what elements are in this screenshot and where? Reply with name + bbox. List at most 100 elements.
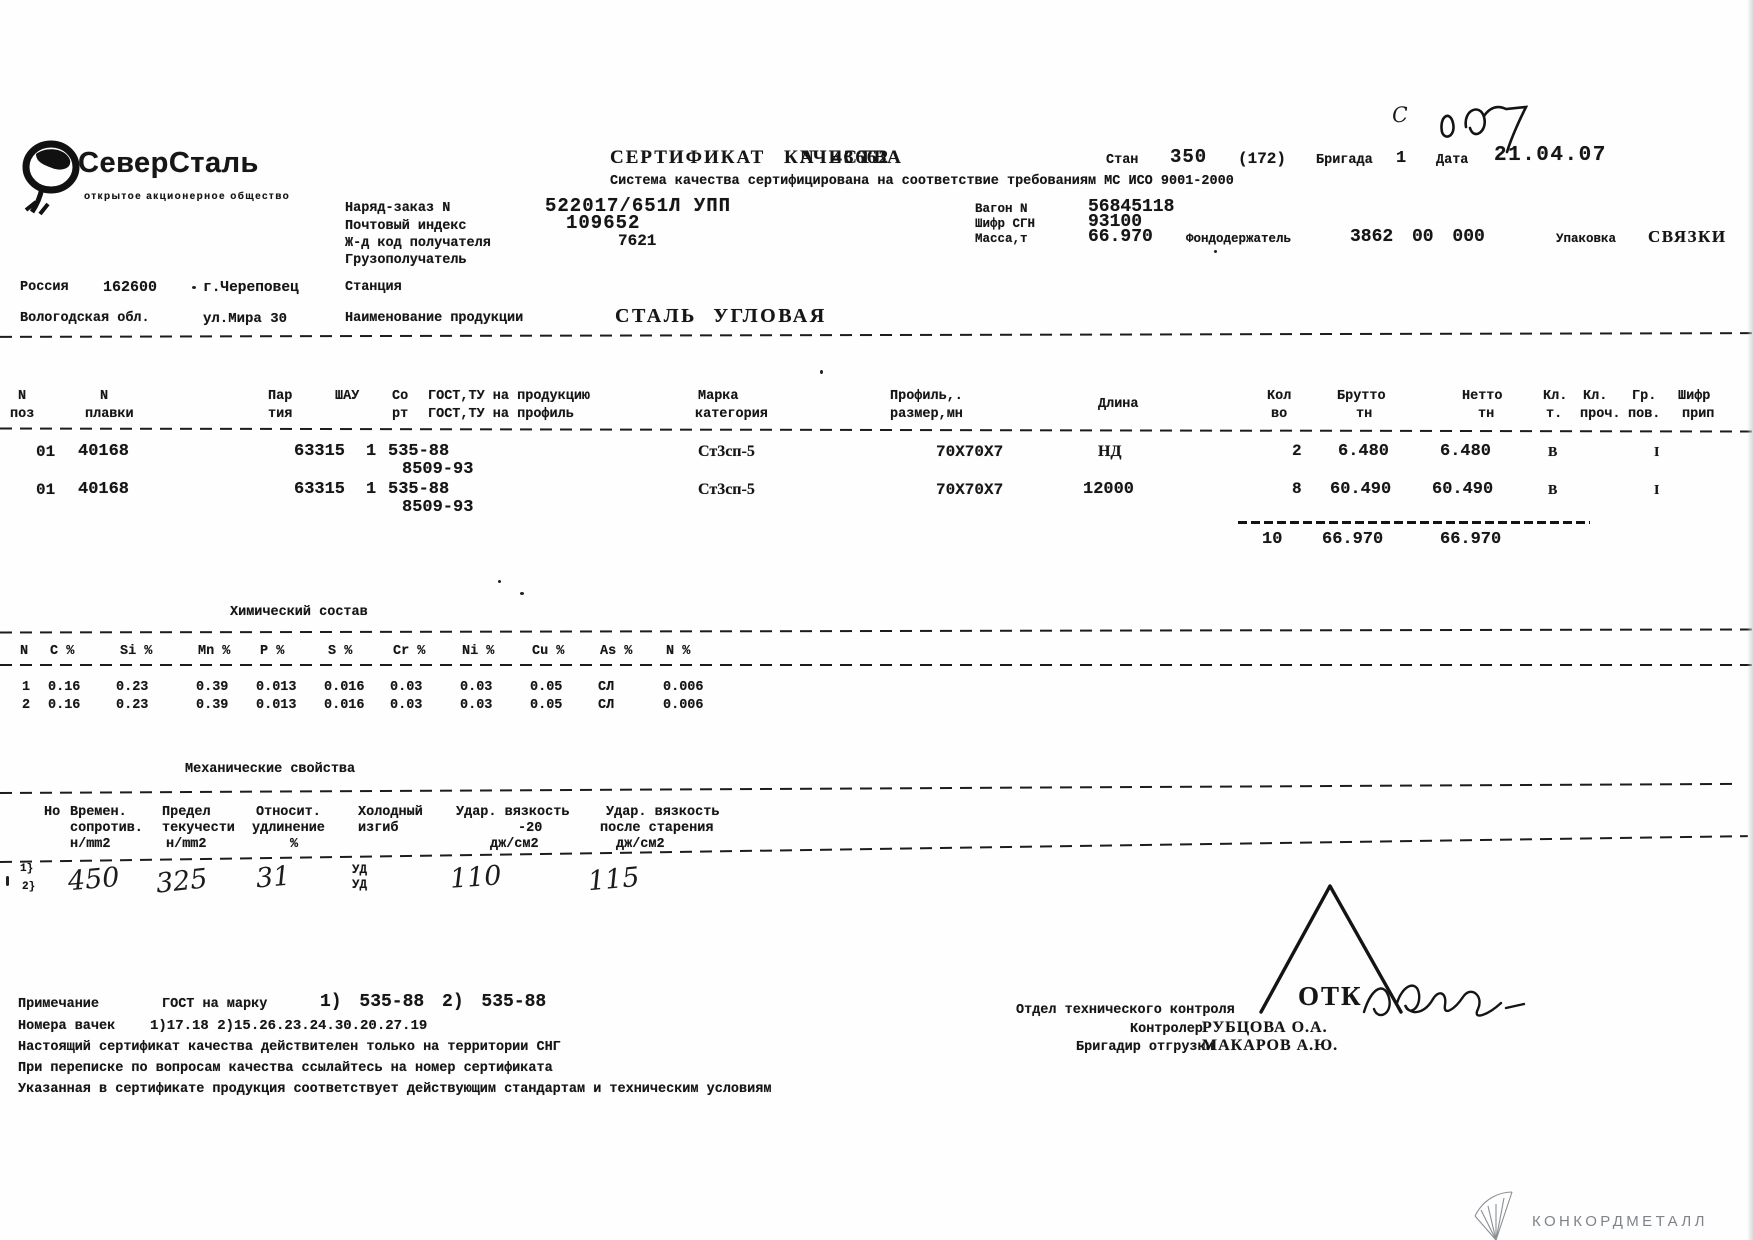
r1-sort: 1 <box>366 442 377 461</box>
mech-yield-value: 325 <box>154 863 209 900</box>
r1-qty: 2 <box>1292 442 1302 460</box>
chem-r2-9: СЛ <box>598 698 615 713</box>
r1-length: НД <box>1098 443 1122 460</box>
divider-top <box>0 332 1754 338</box>
r2-sort: 1 <box>366 480 377 499</box>
r2-length: 12000 <box>1083 480 1135 499</box>
total-gross: 66.970 <box>1322 530 1384 549</box>
wagon-label: Вагон N <box>975 202 1028 216</box>
chem-h-8: Cu % <box>532 644 565 659</box>
sgn-label: Шифр СГН <box>975 217 1036 231</box>
col-gross-1: Брутто <box>1337 389 1386 404</box>
r2-party: 63315 <box>294 480 346 499</box>
total-net: 66.970 <box>1440 530 1502 549</box>
r2-pos: 01 <box>36 481 56 499</box>
col-party-2: тия <box>268 407 293 422</box>
severstal-logo-icon <box>22 140 80 216</box>
mech-c1-2: сопротив. <box>70 821 143 836</box>
fond-value: 3862 00 000 <box>1350 227 1485 247</box>
date-label: Дата <box>1436 153 1469 168</box>
chem-r1-5: 0.016 <box>324 680 365 695</box>
otk-stamp-triangle <box>1259 884 1403 1014</box>
controller-label: Контролер <box>1130 1022 1203 1037</box>
note-line-3: Настоящий сертификат качества действител… <box>18 1040 561 1055</box>
chem-title: Химический состав <box>230 605 368 620</box>
r2-qty: 8 <box>1292 480 1302 498</box>
order-label-2: Почтовый индекс <box>345 219 467 234</box>
iso-line: Система качества сертифицирована на соот… <box>610 174 1234 189</box>
order-value-1: 522017/651Л УПП <box>545 195 732 217</box>
col-party-1: Пар <box>268 389 293 404</box>
col-net-1: Нетто <box>1462 389 1503 404</box>
chem-r2-0: 2 <box>22 698 31 713</box>
col-melt-1: N <box>100 389 109 404</box>
wagon-value: 56845118 <box>1088 197 1175 217</box>
r1-melt: 40168 <box>78 442 130 461</box>
stan-label: Стан <box>1106 153 1139 168</box>
scan-speck <box>520 592 524 595</box>
r1-gost2: 8509-93 <box>402 460 474 479</box>
sgn-value: 93100 <box>1088 212 1143 232</box>
station-label: Станция <box>345 280 402 295</box>
scan-speck <box>498 580 501 583</box>
col-klpr-1: Кл. <box>1583 389 1608 404</box>
r2-gost1: 535-88 <box>388 480 450 499</box>
brigade-value: 1 <box>1396 149 1407 168</box>
chem-r1-8: 0.05 <box>530 680 563 695</box>
col-klt-2: т. <box>1546 407 1563 422</box>
chem-r2-8: 0.05 <box>530 698 563 713</box>
col-shau: ШАУ <box>335 389 360 404</box>
mech-c1-1: Времен. <box>70 805 127 820</box>
r1-group: I <box>1654 445 1660 460</box>
konkord-logo-icon <box>1474 1191 1513 1240</box>
chem-r2-4: 0.013 <box>256 698 297 713</box>
scan-speck <box>6 876 9 886</box>
chem-r1-2: 0.23 <box>116 680 149 695</box>
chem-h-4: P % <box>260 644 285 659</box>
r1-party: 63315 <box>294 442 346 461</box>
corner-handwritten-letter: С <box>1391 102 1409 128</box>
chem-h-1: C % <box>50 644 75 659</box>
col-sort-1: Со <box>392 389 409 404</box>
col-mark-2: категория <box>695 407 768 422</box>
street: ул.Мира 30 <box>203 311 288 327</box>
col-sort-2: рт <box>392 407 409 422</box>
col-shifr-1: Шифр <box>1678 389 1711 404</box>
chem-r1-3: 0.39 <box>196 680 229 695</box>
chem-h-0: N <box>20 644 29 659</box>
scan-speck <box>192 286 196 289</box>
chem-rule-mid <box>0 664 1754 666</box>
r1-profile: 70X70X7 <box>936 443 1004 461</box>
chem-r1-0: 1 <box>22 680 31 695</box>
mech-c5-2: -20 <box>518 821 543 836</box>
col-melt-2: плавки <box>85 407 134 422</box>
mech-c3-2: удлинение <box>252 821 325 836</box>
mech-c6-2: после старения <box>600 821 714 836</box>
fond-label: Фондодержатель <box>1186 232 1292 246</box>
mech-c6-1: Удар. вязкость <box>606 805 720 820</box>
mech-bend-1: УД <box>352 863 368 877</box>
col-gost-2: ГОСТ,ТУ на профиль <box>428 407 574 422</box>
logo-title: СеверСталь <box>78 147 259 179</box>
r2-melt: 40168 <box>78 480 130 499</box>
r1-mark: Ст3сп-5 <box>698 443 755 460</box>
chem-r2-6: 0.03 <box>390 698 423 713</box>
scan-speck <box>820 370 823 374</box>
col-shifr-2: прип <box>1682 407 1715 422</box>
r1-net: 6.480 <box>1440 442 1492 461</box>
konkord-watermark-text: КОНКОРДМЕТАЛЛ <box>1532 1213 1708 1230</box>
mech-row-label-1: 1} <box>20 863 34 875</box>
mech-title: Механические свойства <box>185 762 356 777</box>
r2-class: В <box>1548 483 1558 498</box>
mech-c4-2: изгиб <box>358 821 399 836</box>
mech-elongation-value: 31 <box>254 860 292 895</box>
scan-speck <box>1214 250 1217 253</box>
city: г.Череповец <box>203 280 299 296</box>
dept-label: Отдел технического контроля <box>1016 1003 1235 1018</box>
order-value-3: 7621 <box>618 232 657 250</box>
note-packs-label: Номера вачек <box>18 1019 116 1034</box>
zip: 162600 <box>103 279 158 296</box>
r2-gross: 60.490 <box>1330 480 1392 499</box>
r2-profile: 70X70X7 <box>936 481 1004 499</box>
